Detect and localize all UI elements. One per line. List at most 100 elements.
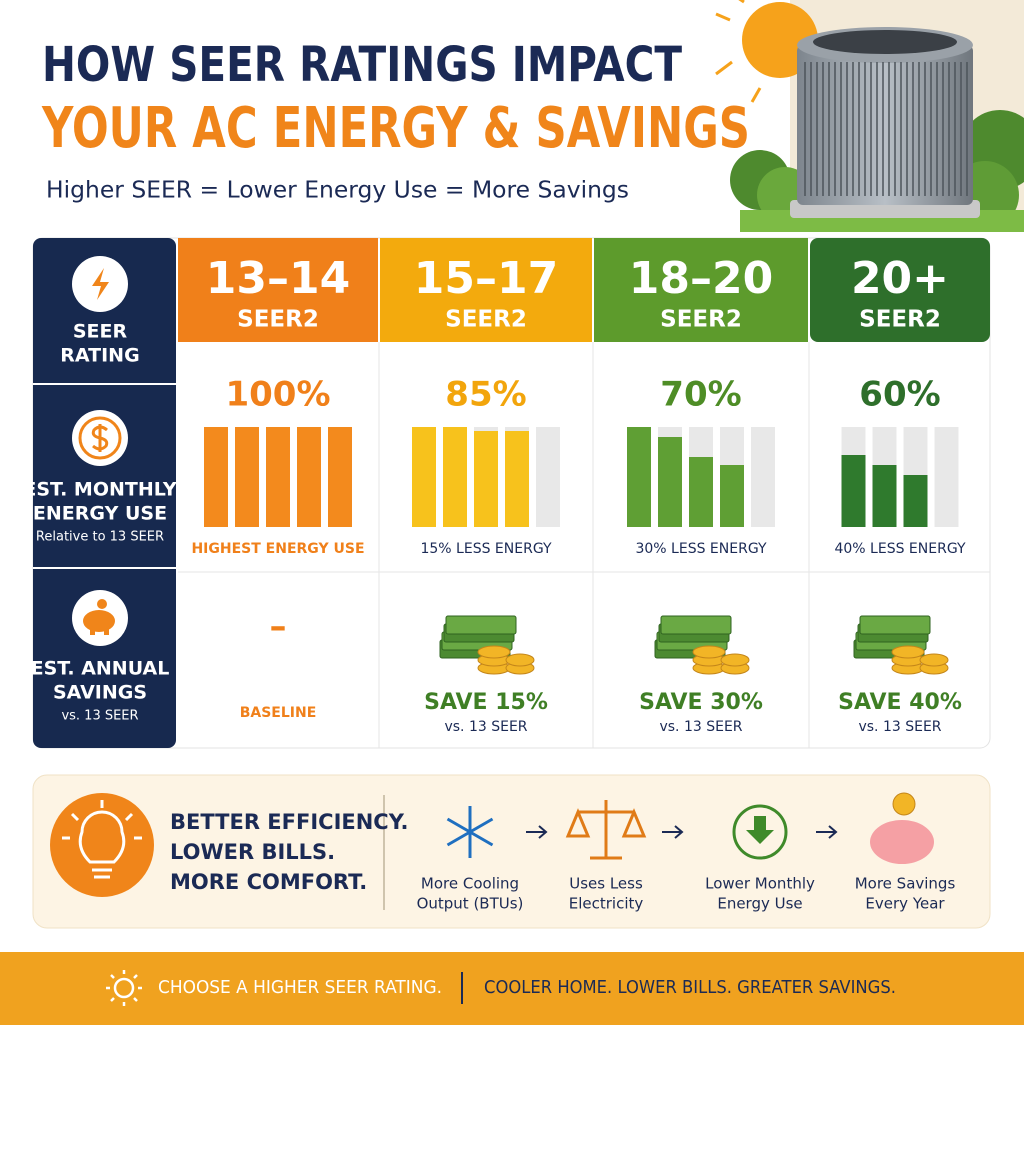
footer-right: COOLER HOME. LOWER BILLS. GREATER SAVING… <box>484 977 896 998</box>
benefit: BETTER EFFICIENCY. <box>170 810 408 834</box>
footer-bar <box>0 952 1024 1025</box>
column-header <box>380 238 592 342</box>
seer-unit: SEER2 <box>660 307 742 333</box>
energy-bar <box>235 427 259 527</box>
seer-unit: SEER2 <box>445 307 527 333</box>
step-label: Uses Less <box>569 875 643 893</box>
row-header-label: SAVINGS <box>53 682 147 704</box>
cash-stack <box>660 615 732 635</box>
coin <box>720 653 750 667</box>
benefit: LOWER BILLS. <box>170 840 335 864</box>
row-header-label: SEER <box>73 321 128 343</box>
seer-range: 13–14 <box>206 253 350 304</box>
dollar-sign <box>91 424 109 452</box>
coin <box>891 645 925 659</box>
column-header <box>178 238 378 342</box>
arrow <box>526 825 548 839</box>
energy-bar <box>903 475 928 527</box>
energy-bar <box>443 427 467 527</box>
row-header-label: EST. ANNUAL <box>31 658 170 680</box>
step-label: Electricity <box>569 895 644 913</box>
savings-note: BASELINE <box>240 705 317 721</box>
step-label: Energy Use <box>717 895 802 913</box>
energy-bar <box>412 427 436 527</box>
coin <box>477 645 511 659</box>
benefit: MORE COMFORT. <box>170 870 367 894</box>
coin <box>692 645 726 659</box>
row-header-label: EST. MONTHLY <box>23 479 177 501</box>
step-label: More Savings <box>855 875 956 893</box>
energy-bar <box>689 457 713 527</box>
energy-bar <box>872 465 897 527</box>
row-header-column <box>33 238 176 748</box>
savings-note: vs. 13 SEER <box>444 719 527 735</box>
savings-note: vs. 13 SEER <box>659 719 742 735</box>
step-label: Output (BTUs) <box>417 895 524 913</box>
snowflake-icon <box>446 806 494 858</box>
energy-bar <box>204 427 228 527</box>
energy-percent: 70% <box>660 375 741 415</box>
ac-illustration <box>715 0 1024 232</box>
energy-note: 40% LESS ENERGY <box>834 541 965 557</box>
subtitle: Higher SEER = Lower Energy Use = More Sa… <box>46 178 629 204</box>
savings-dash: – <box>270 607 287 647</box>
seer-unit: SEER2 <box>237 307 319 333</box>
title-line1: HOW SEER RATINGS IMPACT <box>42 37 682 93</box>
energy-bar <box>328 427 352 527</box>
energy-percent: 85% <box>445 375 526 415</box>
row-header-label: ENERGY USE <box>33 503 167 525</box>
seer-range: 15–17 <box>414 253 558 304</box>
cash-stack <box>859 615 931 635</box>
coin <box>919 653 949 667</box>
bar-bg <box>751 427 775 527</box>
down-icon <box>732 804 788 860</box>
seer-range: 20+ <box>851 253 949 304</box>
footer-left: CHOOSE A HIGHER SEER RATING. <box>158 977 442 998</box>
row-header-note: vs. 13 SEER <box>61 709 138 724</box>
seer-unit: SEER2 <box>859 307 941 333</box>
row-header-label: RATING <box>60 345 139 367</box>
energy-percent: 100% <box>225 375 330 415</box>
energy-bar <box>720 465 744 527</box>
energy-bar <box>474 431 498 527</box>
savings-value: SAVE 40% <box>838 690 962 715</box>
seer-range: 18–20 <box>629 253 773 304</box>
step-label: More Cooling <box>421 875 519 893</box>
savings-value: SAVE 15% <box>424 690 548 715</box>
energy-bar <box>841 455 866 527</box>
column-header <box>594 238 808 342</box>
piggy-coin <box>892 792 916 816</box>
cash-stack <box>445 615 517 635</box>
energy-bar <box>658 437 682 527</box>
arrow <box>662 825 684 839</box>
title-line2: YOUR AC ENERGY & SAVINGS <box>41 96 750 161</box>
bar-bg <box>934 427 959 527</box>
piggy-icon <box>83 610 115 632</box>
energy-bar <box>297 427 321 527</box>
step-label: Every Year <box>865 895 945 913</box>
savings-value: SAVE 30% <box>639 690 763 715</box>
bar-bg <box>536 427 560 527</box>
arrow <box>816 825 838 839</box>
piggy-leg <box>104 628 109 635</box>
savings-note: vs. 13 SEER <box>858 719 941 735</box>
energy-bar <box>627 427 651 527</box>
energy-note: HIGHEST ENERGY USE <box>191 541 364 557</box>
piggy-coin <box>97 599 107 609</box>
row-header-note: Relative to 13 SEER <box>36 530 164 545</box>
bolt-icon <box>92 268 109 300</box>
down-arrow <box>746 816 774 844</box>
coin <box>505 653 535 667</box>
benefits-panel <box>32 774 991 929</box>
piggy-leg <box>90 628 95 635</box>
column-header <box>810 238 990 342</box>
piggy-bank <box>870 820 934 864</box>
energy-note: 15% LESS ENERGY <box>420 541 551 557</box>
dollar-ring <box>78 416 122 460</box>
energy-note: 30% LESS ENERGY <box>635 541 766 557</box>
energy-bar <box>266 427 290 527</box>
scale-icon <box>565 800 647 860</box>
energy-percent: 60% <box>859 375 940 415</box>
snow-arm <box>446 817 494 847</box>
